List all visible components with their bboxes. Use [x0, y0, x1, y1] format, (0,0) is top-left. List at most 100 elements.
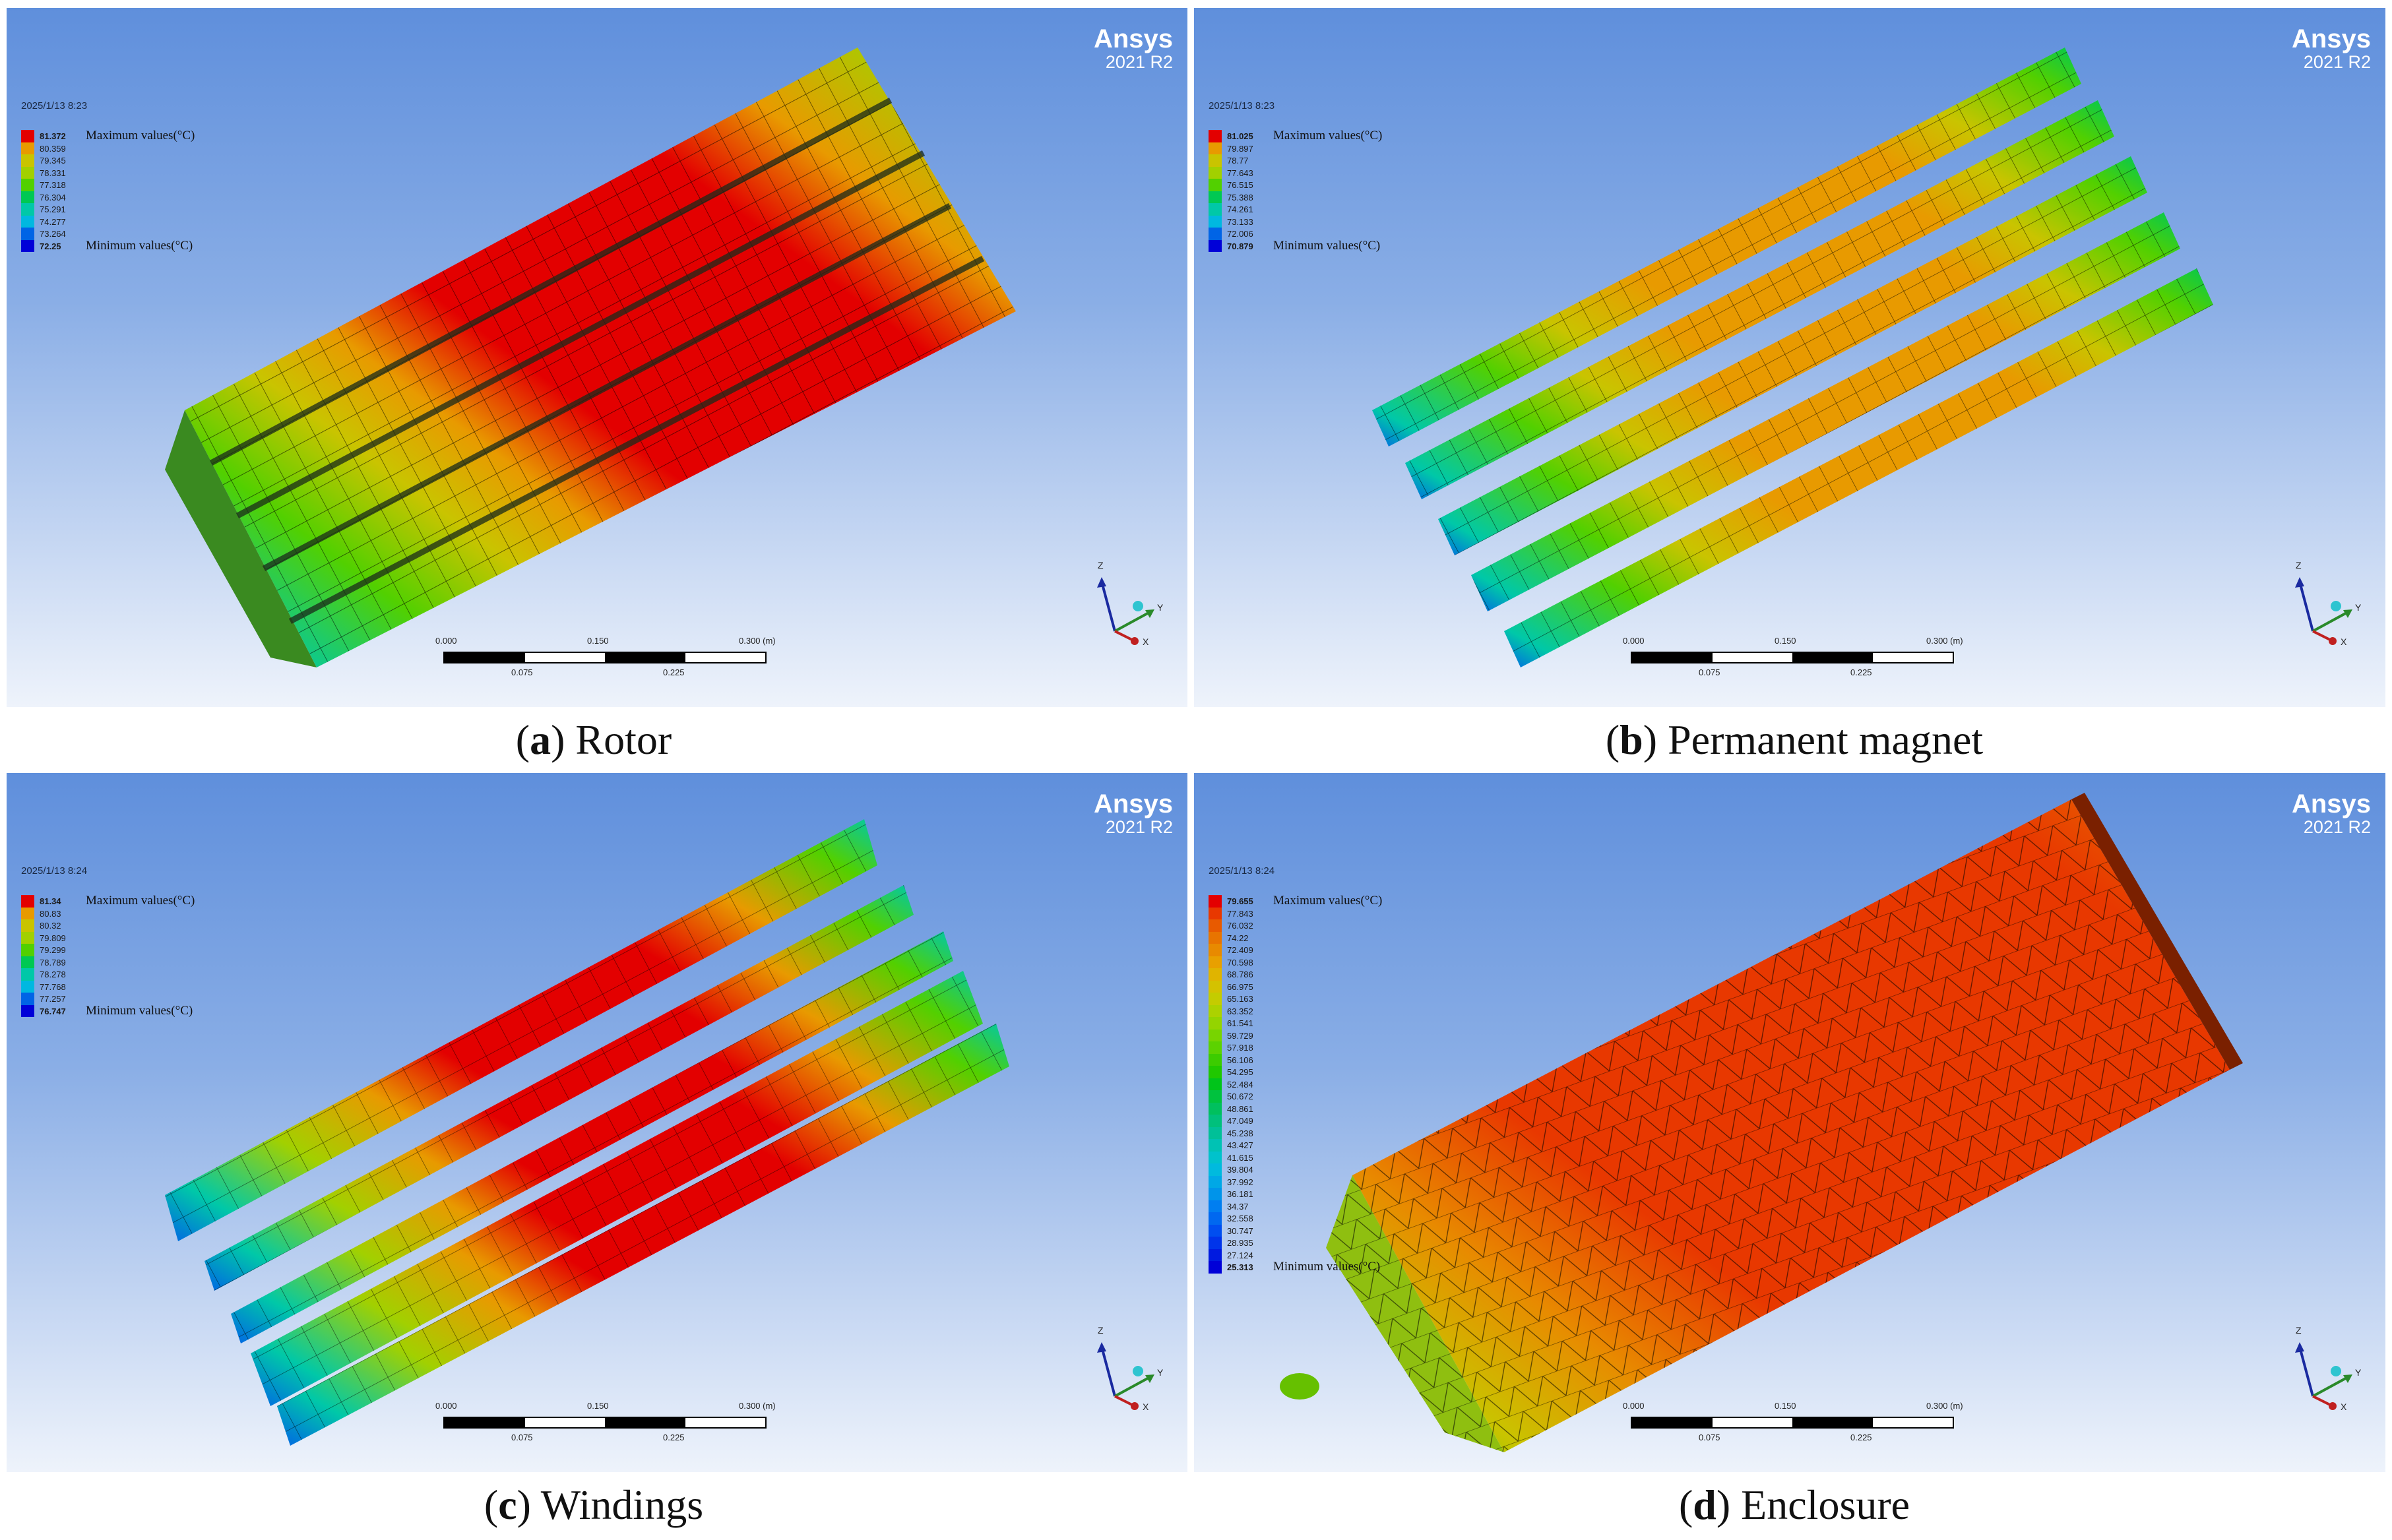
scale-tick-label: 0.075 — [511, 667, 533, 677]
legend-max-label: Maximum values(°C) — [86, 894, 195, 908]
legend-max-label: Maximum values(°C) — [86, 129, 195, 142]
axis-y-label: Y — [2355, 602, 2362, 613]
legend-value: 59.729 — [1227, 1030, 1253, 1041]
legend-value: 50.672 — [1227, 1092, 1253, 1101]
ansys-brand: Ansys 2021 R2 — [2291, 24, 2371, 72]
axis-x-label: X — [2341, 636, 2347, 647]
scale-tick-label: 0.150 — [1775, 636, 1796, 646]
legend-value: 28.935 — [1227, 1238, 1253, 1248]
legend-swatch — [21, 203, 34, 216]
axis-z-label: Z — [2296, 1325, 2302, 1336]
legend-swatch — [1209, 1078, 1222, 1090]
legend-swatch — [1209, 191, 1222, 203]
legend-value: 66.975 — [1227, 981, 1253, 992]
legend-swatch — [1209, 1224, 1222, 1237]
legend-value: 61.541 — [1227, 1018, 1253, 1028]
scale-tick-label: 0.150 — [587, 1401, 609, 1411]
winding-bars — [165, 819, 1009, 1446]
legend-min-label: Minimum values(°C) — [1273, 238, 1381, 253]
legend-value: 77.768 — [40, 981, 66, 992]
legend-swatch — [1209, 1175, 1222, 1188]
legend-swatch — [21, 191, 34, 203]
timestamp: 2025/1/13 8:24 — [21, 865, 88, 877]
legend-value: 34.37 — [1227, 1201, 1249, 1212]
legend-value: 77.843 — [1227, 908, 1253, 919]
legend-swatch — [21, 968, 34, 981]
legend-swatch — [1209, 1041, 1222, 1054]
axis-triad-icon: Z Y X — [2286, 1324, 2366, 1416]
legend-value: 80.83 — [40, 908, 61, 919]
legend-value: 80.32 — [40, 921, 61, 931]
legend-value: 73.133 — [1227, 216, 1253, 227]
legend-swatch — [1209, 203, 1222, 216]
legend-value: 65.163 — [1227, 994, 1253, 1004]
legend-value: 41.615 — [1227, 1152, 1253, 1163]
legend-swatch — [1209, 154, 1222, 167]
timestamp: 2025/1/13 8:23 — [21, 100, 88, 111]
scale-tick-label: 0.075 — [1699, 1432, 1720, 1442]
legend-value: 74.22 — [1227, 933, 1249, 943]
legend-swatch — [1209, 1017, 1222, 1030]
legend-swatch — [21, 895, 34, 908]
scale-bar: 0.000 0.150 0.300 (m) 0.075 0.225 — [1623, 1400, 1992, 1446]
legend-max-label: Maximum values(°C) — [1273, 129, 1383, 142]
legend-value: 78.77 — [1227, 156, 1249, 166]
panel-windings: Ansys 2021 R2 2025/1/13 8:24 81.34 80.83 80… — [7, 773, 1187, 1472]
legend-value: 72.25 — [40, 241, 61, 251]
legend-value: 76.747 — [40, 1006, 66, 1016]
scale-tick-label: 0.300 (m) — [739, 1401, 776, 1411]
legend-swatch — [1209, 1151, 1222, 1163]
legend-swatch — [21, 919, 34, 932]
caption-rotor: (a) Rotor — [515, 716, 672, 763]
axis-y-label: Y — [1157, 1367, 1164, 1378]
legend-swatch — [21, 130, 34, 142]
windings-model — [165, 819, 1009, 1446]
legend-value: 77.257 — [40, 994, 66, 1004]
enclosure-flange — [2071, 793, 2243, 1070]
magnet-model — [1372, 47, 2213, 667]
legend-value: 56.106 — [1227, 1055, 1253, 1065]
legend-swatch — [21, 239, 34, 252]
scale-tick-label: 0.075 — [511, 1432, 533, 1442]
legend-swatch — [1209, 179, 1222, 191]
timestamp: 2025/1/13 8:23 — [1209, 100, 1275, 111]
scale-bar: 0.000 0.150 0.300 (m) 0.075 0.225 — [435, 634, 805, 681]
legend-value: 70.598 — [1227, 957, 1253, 968]
legend-swatch — [1209, 166, 1222, 179]
legend-swatch — [21, 228, 34, 240]
scale-bar: 0.000 0.150 0.300 (m) 0.075 0.225 — [435, 1400, 805, 1446]
legend-value: 78.278 — [40, 970, 66, 979]
legend-value: 76.515 — [1227, 180, 1253, 190]
legend-swatch — [1209, 1163, 1222, 1176]
axis-y-label: Y — [1157, 602, 1164, 613]
legend-swatch — [21, 142, 34, 154]
legend-value: 68.786 — [1227, 970, 1253, 979]
legend-value: 79.299 — [40, 945, 66, 955]
legend-swatch — [21, 179, 34, 191]
scale-tick-label: 0.225 — [663, 667, 685, 677]
legend-value: 76.032 — [1227, 921, 1253, 931]
legend-value: 52.484 — [1227, 1079, 1253, 1090]
magnet-strips — [1372, 47, 2213, 667]
axis-y-label: Y — [2355, 1367, 2362, 1378]
legend-swatch — [1209, 1261, 1222, 1274]
legend-value: 79.809 — [40, 933, 66, 943]
axis-x-label: X — [1143, 1401, 1149, 1412]
legend-max-label: Maximum values(°C) — [1273, 894, 1383, 908]
timestamp: 2025/1/13 8:24 — [1209, 865, 1275, 877]
legend-value: 78.331 — [40, 168, 66, 178]
ansys-brand: Ansys 2021 R2 — [1093, 24, 1173, 72]
legend-value: 45.238 — [1227, 1128, 1253, 1138]
legend-value: 70.879 — [1227, 241, 1253, 251]
legend-swatch — [1209, 1102, 1222, 1115]
legend-value: 75.291 — [40, 204, 66, 214]
scale-tick-label: 0.150 — [587, 636, 609, 646]
scale-tick-label: 0.000 — [435, 1401, 457, 1411]
axis-z-label: Z — [1098, 1325, 1104, 1336]
legend-swatch — [1209, 1188, 1222, 1200]
legend-value: 37.992 — [1227, 1177, 1253, 1187]
legend-value: 48.861 — [1227, 1103, 1253, 1114]
caption-enclosure: (d) Enclosure — [1678, 1481, 1910, 1528]
scale-tick-label: 0.000 — [1623, 1401, 1645, 1411]
axis-triad-icon: Z Y X — [1088, 1324, 1168, 1416]
